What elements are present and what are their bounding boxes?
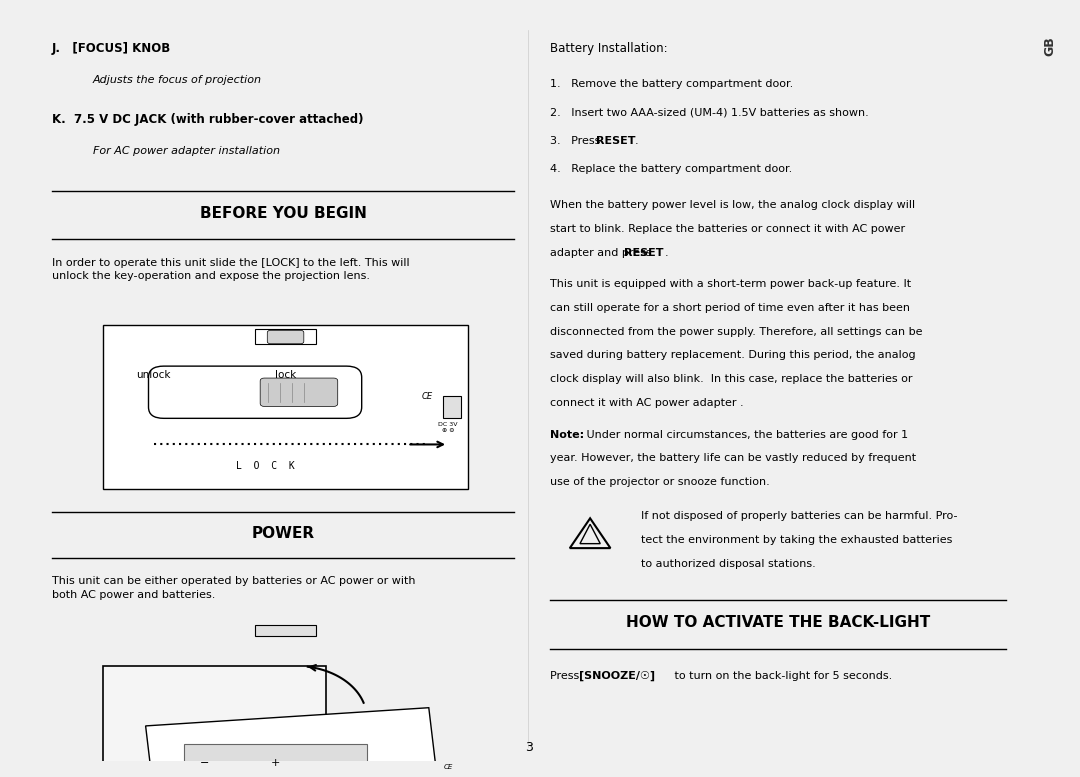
Text: tect the environment by taking the exhausted batteries: tect the environment by taking the exhau… — [640, 535, 953, 545]
Text: Under normal circumstances, the batteries are good for 1: Under normal circumstances, the batterie… — [583, 430, 908, 440]
Text: Press: Press — [550, 671, 582, 681]
Text: RESET: RESET — [596, 136, 636, 145]
Bar — [103, 666, 326, 763]
Text: saved during battery replacement. During this period, the analog: saved during battery replacement. During… — [550, 350, 915, 361]
Bar — [184, 744, 367, 777]
Text: unlock: unlock — [136, 370, 171, 380]
Text: For AC power adapter installation: For AC power adapter installation — [93, 146, 280, 156]
Text: to authorized disposal stations.: to authorized disposal stations. — [640, 559, 815, 569]
Text: +: + — [271, 758, 280, 768]
Text: 4.   Replace the battery compartment door.: 4. Replace the battery compartment door. — [550, 164, 792, 174]
Text: CE: CE — [422, 392, 433, 401]
Text: use of the projector or snooze function.: use of the projector or snooze function. — [550, 477, 769, 487]
Text: adapter and press: adapter and press — [550, 248, 654, 257]
Text: −: − — [200, 758, 210, 768]
Bar — [103, 325, 469, 490]
Text: This unit can be either operated by batteries or AC power or with
both AC power : This unit can be either operated by batt… — [52, 577, 416, 600]
Text: This unit is equipped with a short-term power back-up feature. It: This unit is equipped with a short-term … — [550, 279, 910, 289]
Text: GB: GB — [1043, 37, 1057, 57]
Text: [SNOOZE/☉]: [SNOOZE/☉] — [579, 671, 656, 681]
Text: .: . — [665, 248, 669, 257]
Text: HOW TO ACTIVATE THE BACK-LIGHT: HOW TO ACTIVATE THE BACK-LIGHT — [625, 615, 930, 630]
Text: When the battery power level is low, the analog clock display will: When the battery power level is low, the… — [550, 200, 915, 210]
Text: CE: CE — [444, 765, 453, 771]
Text: RESET: RESET — [624, 248, 664, 257]
FancyBboxPatch shape — [149, 366, 362, 418]
Text: In order to operate this unit slide the [LOCK] to the left. This will
unlock the: In order to operate this unit slide the … — [52, 258, 409, 281]
Text: BEFORE YOU BEGIN: BEFORE YOU BEGIN — [200, 206, 366, 221]
Text: lock: lock — [275, 370, 296, 380]
Text: DC 3V
⊕ ⊖: DC 3V ⊕ ⊖ — [438, 422, 458, 433]
Text: L  O  C  K: L O C K — [235, 461, 295, 471]
Bar — [255, 329, 316, 343]
FancyBboxPatch shape — [260, 378, 338, 406]
Text: 3: 3 — [525, 741, 534, 754]
Text: year. However, the battery life can be vastly reduced by frequent: year. However, the battery life can be v… — [550, 454, 916, 463]
Text: J.   [FOCUS] KNOB: J. [FOCUS] KNOB — [52, 42, 172, 54]
Text: POWER: POWER — [252, 527, 314, 542]
Text: can still operate for a short period of time even after it has been: can still operate for a short period of … — [550, 303, 909, 312]
Text: connect it with AC power adapter .: connect it with AC power adapter . — [550, 398, 743, 408]
Text: Note:: Note: — [550, 430, 583, 440]
Bar — [255, 625, 316, 636]
Text: Battery Installation:: Battery Installation: — [550, 42, 667, 54]
Text: to turn on the back-light for 5 seconds.: to turn on the back-light for 5 seconds. — [672, 671, 892, 681]
Text: If not disposed of properly batteries can be harmful. Pro-: If not disposed of properly batteries ca… — [640, 510, 957, 521]
Text: 2.   Insert two AAA-sized (UM-4) 1.5V batteries as shown.: 2. Insert two AAA-sized (UM-4) 1.5V batt… — [550, 107, 868, 117]
Text: disconnected from the power supply. Therefore, all settings can be: disconnected from the power supply. Ther… — [550, 326, 922, 336]
Text: 3.   Press: 3. Press — [550, 136, 604, 145]
Text: clock display will also blink.  In this case, replace the batteries or: clock display will also blink. In this c… — [550, 375, 912, 385]
FancyBboxPatch shape — [267, 330, 303, 343]
Bar — [146, 708, 436, 777]
Text: K.  7.5 V DC JACK (with rubber-cover attached): K. 7.5 V DC JACK (with rubber-cover atta… — [52, 113, 364, 126]
Text: Adjusts the focus of projection: Adjusts the focus of projection — [93, 75, 261, 85]
Bar — [443, 396, 461, 418]
Text: 1.   Remove the battery compartment door.: 1. Remove the battery compartment door. — [550, 79, 793, 89]
Text: .: . — [635, 136, 638, 145]
Text: start to blink. Replace the batteries or connect it with AC power: start to blink. Replace the batteries or… — [550, 224, 905, 234]
